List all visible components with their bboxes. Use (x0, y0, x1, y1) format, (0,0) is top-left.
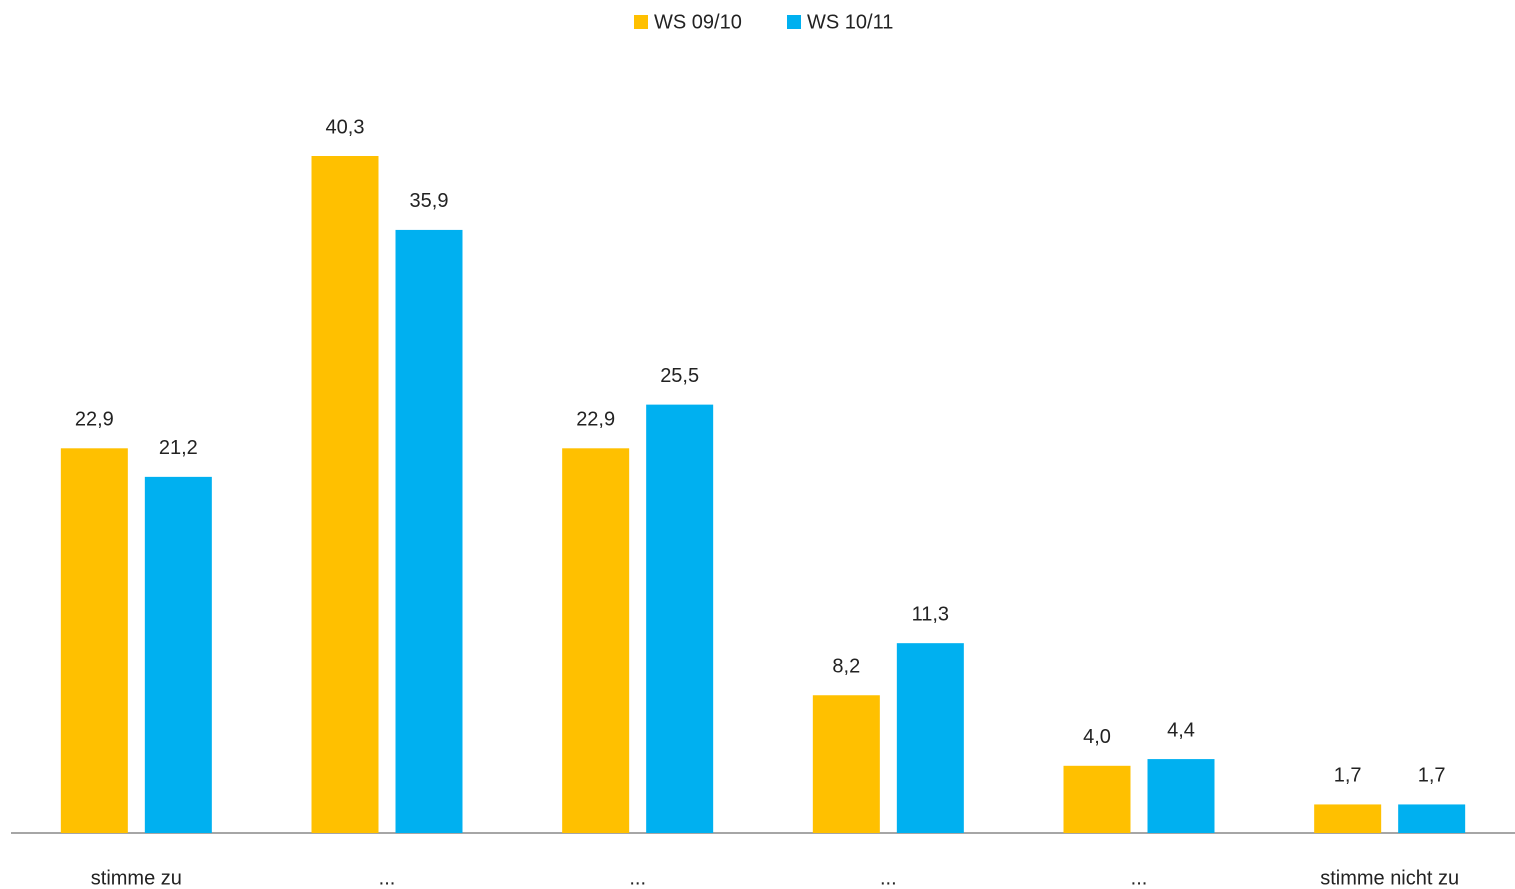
bar (1063, 765, 1131, 833)
value-label: 1,7 (1418, 765, 1446, 787)
value-label: 21,2 (159, 437, 198, 459)
value-label: 11,3 (912, 603, 949, 625)
x-tick-label: stimme zu (91, 867, 182, 889)
legend-label: WS 10/11 (807, 11, 893, 33)
value-label: 40,3 (326, 116, 365, 138)
bar (1314, 804, 1382, 833)
x-tick-label: stimme nicht zu (1320, 867, 1459, 889)
bar (1147, 759, 1215, 833)
bar (60, 448, 128, 833)
bar (812, 695, 880, 833)
x-tick-label: ... (379, 867, 396, 889)
value-label: 1,7 (1334, 765, 1362, 787)
x-tick-label: ... (1131, 867, 1148, 889)
legend-label: WS 09/10 (654, 11, 742, 33)
bar (562, 448, 630, 833)
bar (395, 229, 463, 833)
legend-swatch (634, 15, 648, 29)
x-tick-label: ... (629, 867, 646, 889)
bar (144, 476, 212, 833)
value-label: 25,5 (660, 365, 699, 387)
value-label: 8,2 (832, 656, 860, 678)
value-label: 4,4 (1167, 719, 1195, 741)
value-label: 22,9 (576, 409, 615, 431)
bar (311, 156, 379, 833)
value-label: 35,9 (410, 190, 449, 212)
legend-swatch (787, 15, 801, 29)
bar (1398, 804, 1466, 833)
bar (646, 404, 714, 833)
value-label: 22,9 (75, 409, 114, 431)
value-label: 4,0 (1083, 726, 1111, 748)
bar (896, 643, 964, 833)
x-tick-label: ... (880, 867, 897, 889)
